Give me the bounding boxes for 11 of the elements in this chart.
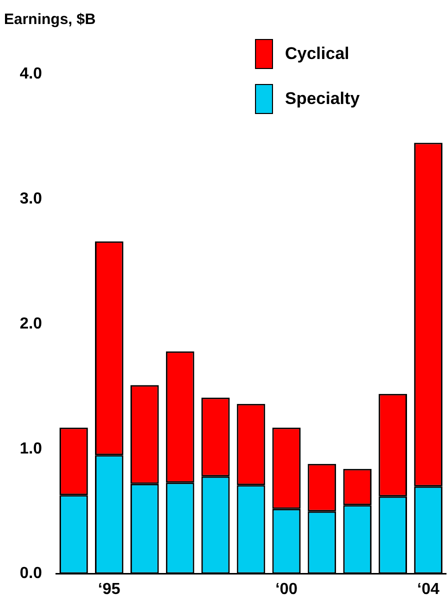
y-tick-label: 2.0 [20, 315, 42, 332]
x-tick-label: ‘95 [98, 580, 120, 598]
legend-label: Specialty [285, 89, 360, 109]
x-tick-label: ‘00 [275, 580, 298, 598]
y-tick-label: 0.0 [20, 565, 42, 582]
y-axis-title: Earnings, $B [4, 11, 96, 28]
y-tick-label: 3.0 [20, 190, 42, 208]
y-tick-label: 1.0 [20, 440, 42, 458]
y-tick-label: 4.0 [20, 65, 42, 82]
legend-label: Cyclical [285, 44, 350, 64]
x-tick-label: ‘04 [417, 580, 440, 598]
